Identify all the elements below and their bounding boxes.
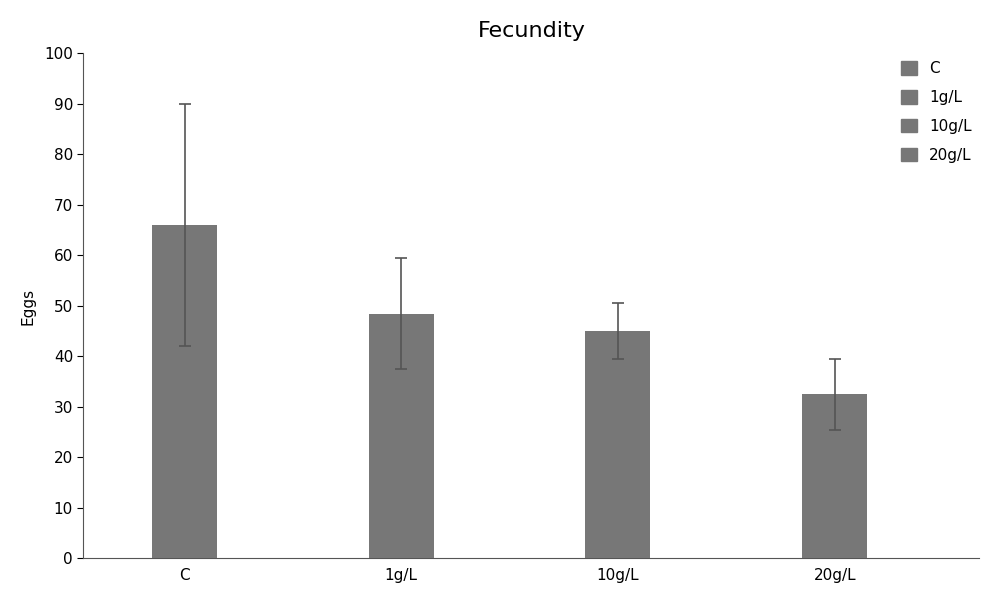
Legend: C, 1g/L, 10g/L, 20g/L: C, 1g/L, 10g/L, 20g/L	[901, 61, 972, 162]
Bar	[585, 331, 650, 559]
Title: Fecundity: Fecundity	[477, 21, 585, 41]
Y-axis label: Eggs: Eggs	[21, 288, 36, 324]
Bar	[802, 394, 867, 559]
Bar	[152, 225, 217, 559]
Bar	[369, 313, 434, 559]
